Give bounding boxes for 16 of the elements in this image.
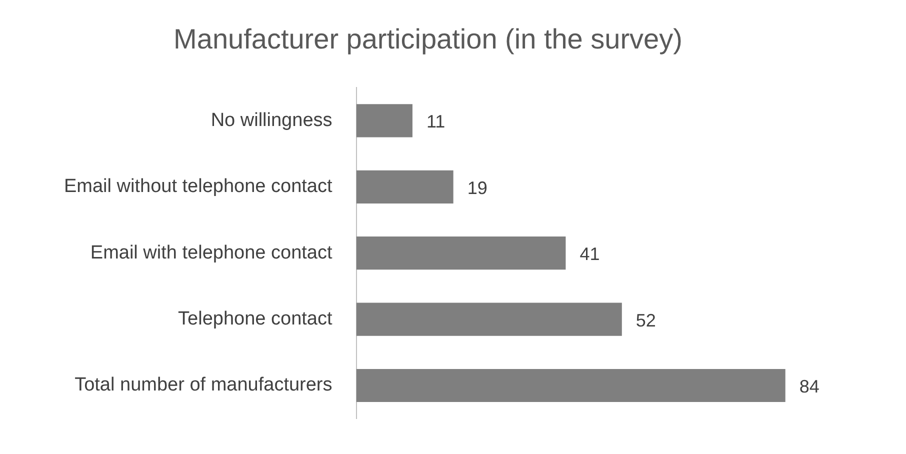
data-label: 19 bbox=[467, 178, 488, 198]
bar bbox=[356, 302, 622, 336]
bar bbox=[356, 170, 454, 204]
chart-title: Manufacturer participation (in the survey) bbox=[174, 24, 682, 55]
y-tick-label: Email with telephone contact bbox=[90, 242, 333, 264]
data-label: 84 bbox=[799, 376, 820, 396]
bar bbox=[356, 104, 412, 138]
y-tick-label: Total number of manufacturers bbox=[74, 374, 332, 396]
data-label: 11 bbox=[426, 112, 446, 132]
data-label: 41 bbox=[580, 244, 600, 264]
y-tick-label: Email without telephone contact bbox=[64, 176, 333, 198]
y-tick-label: Telephone contact bbox=[178, 308, 333, 330]
y-tick-label: No willingness bbox=[210, 110, 332, 131]
bar bbox=[356, 236, 566, 270]
data-label: 52 bbox=[636, 310, 656, 330]
bar bbox=[356, 368, 786, 402]
